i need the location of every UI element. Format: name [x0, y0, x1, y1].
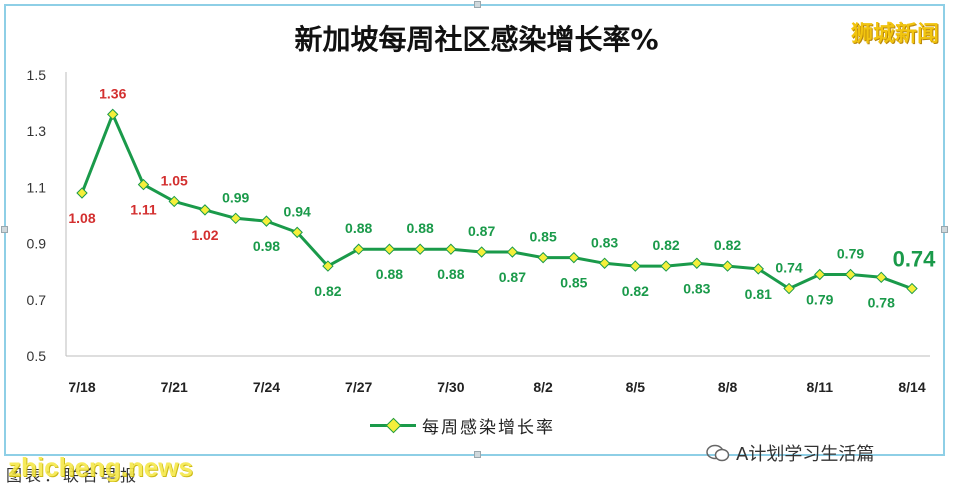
y-tick-label: 0.7: [27, 292, 47, 308]
data-marker: [291, 226, 303, 239]
series-line: [80, 112, 913, 291]
data-marker: [752, 263, 765, 275]
y-tick-label: 0.5: [27, 348, 47, 364]
x-tick-label: 8/11: [807, 379, 834, 395]
x-tick-label: 7/24: [253, 379, 280, 395]
data-label: 0.82: [714, 237, 741, 253]
x-tick-label: 8/2: [533, 379, 553, 395]
data-marker: [322, 260, 334, 272]
data-marker: [168, 195, 180, 208]
x-tick-label: 7/27: [345, 379, 372, 395]
data-label: 0.79: [806, 292, 833, 308]
data-marker: [475, 246, 488, 258]
data-label: 0.99: [222, 189, 249, 205]
brand-logo-text: 狮城新闻: [850, 22, 939, 47]
legend: 每周感染增长率: [370, 412, 555, 438]
data-marker: [844, 268, 857, 281]
data-label: 0.74: [775, 260, 802, 276]
x-tick-label: 8/14: [898, 379, 925, 395]
resize-handle-left[interactable]: [1, 226, 8, 233]
data-label: 0.88: [345, 220, 372, 236]
data-marker: [383, 243, 396, 255]
data-marker: [814, 268, 826, 281]
data-marker: [783, 282, 795, 295]
data-label: 0.82: [622, 283, 649, 299]
data-marker: [199, 204, 211, 216]
x-tick-label: 7/30: [437, 379, 464, 395]
y-tick-label: 0.9: [27, 236, 47, 252]
data-label: 0.98: [253, 238, 280, 254]
source-label: 图表：联合早报: [6, 466, 140, 485]
data-label: 0.81: [745, 286, 772, 302]
data-label: 0.88: [376, 266, 403, 282]
data-marker: [260, 215, 273, 227]
data-label: 0.78: [868, 294, 895, 310]
data-marker: [506, 246, 519, 258]
data-label: 0.88: [407, 220, 434, 236]
chart-frame: [4, 4, 945, 456]
data-label: 0.94: [284, 203, 311, 219]
data-label-group: 1.08 1.36 1.111.05 1.02 0.99 0.98 0.94 0.82 0.88…: [68, 85, 936, 310]
data-marker: [875, 271, 887, 284]
resize-handle-bottom[interactable]: [474, 451, 481, 458]
data-label: 0.82: [314, 283, 341, 299]
x-tick-label: 8/8: [718, 379, 738, 395]
data-label: 1.11: [130, 202, 157, 218]
wechat-label: A计划学习生活篇: [736, 444, 875, 465]
data-marker: [107, 108, 119, 121]
data-label: 0.87: [468, 223, 495, 239]
resize-handle-right[interactable]: [941, 226, 948, 233]
data-label: 1.08: [68, 210, 95, 226]
x-tick-label: 7/18: [68, 379, 95, 395]
data-marker: [691, 257, 703, 269]
wechat-icon: [706, 444, 730, 462]
data-label: 0.79: [837, 246, 864, 262]
data-marker: [660, 260, 672, 272]
data-marker: [721, 260, 734, 272]
data-label: 0.88: [437, 266, 464, 282]
x-tick-label: 7/21: [161, 379, 188, 395]
data-marker: [445, 243, 457, 255]
data-marker: [76, 187, 88, 199]
chart-axes: 0.5 0.7 0.9 1.1 1.3 1.5 7/18 7/21 7/24 7/27 7/30 8/…: [27, 67, 930, 395]
data-label: 0.85: [560, 275, 587, 291]
data-marker: [537, 251, 549, 264]
data-marker: [414, 243, 426, 255]
data-marker: [229, 212, 242, 225]
data-label: 0.87: [499, 269, 526, 285]
data-label: 0.85: [529, 229, 556, 245]
data-label: 1.05: [161, 172, 188, 188]
data-marker: [352, 243, 365, 255]
series-line-group: [80, 112, 913, 291]
chart-title: 新加坡每周社区感染增长率%: [294, 23, 659, 56]
y-tick-label: 1.1: [27, 179, 47, 195]
marker-group: [76, 108, 918, 295]
watermark-text: zhicheng.news: [8, 452, 193, 482]
wechat-credit: A计划学习生活篇: [706, 440, 874, 466]
legend-label: 每周感染增长率: [422, 417, 555, 438]
data-label: 0.74: [893, 247, 937, 272]
data-marker: [137, 178, 150, 191]
resize-handle-top[interactable]: [474, 1, 481, 8]
legend-swatch: [370, 416, 416, 434]
data-label: 1.02: [191, 227, 218, 243]
data-marker: [629, 260, 642, 272]
data-marker: [568, 251, 580, 264]
line-chart: 0.5 0.7 0.9 1.1 1.3 1.5 7/18 7/21 7/24 7/27 7/30 8/…: [27, 67, 937, 395]
y-tick-label: 1.3: [27, 123, 47, 139]
legend-marker-icon: [385, 417, 402, 434]
y-tick-label: 1.5: [27, 67, 47, 83]
data-marker: [598, 257, 611, 269]
data-label: 0.83: [591, 234, 618, 250]
data-label: 1.36: [99, 85, 126, 101]
data-label: 0.83: [683, 280, 710, 296]
x-tick-label: 8/5: [626, 379, 646, 395]
data-marker: [906, 282, 918, 295]
data-label: 0.82: [652, 237, 679, 253]
